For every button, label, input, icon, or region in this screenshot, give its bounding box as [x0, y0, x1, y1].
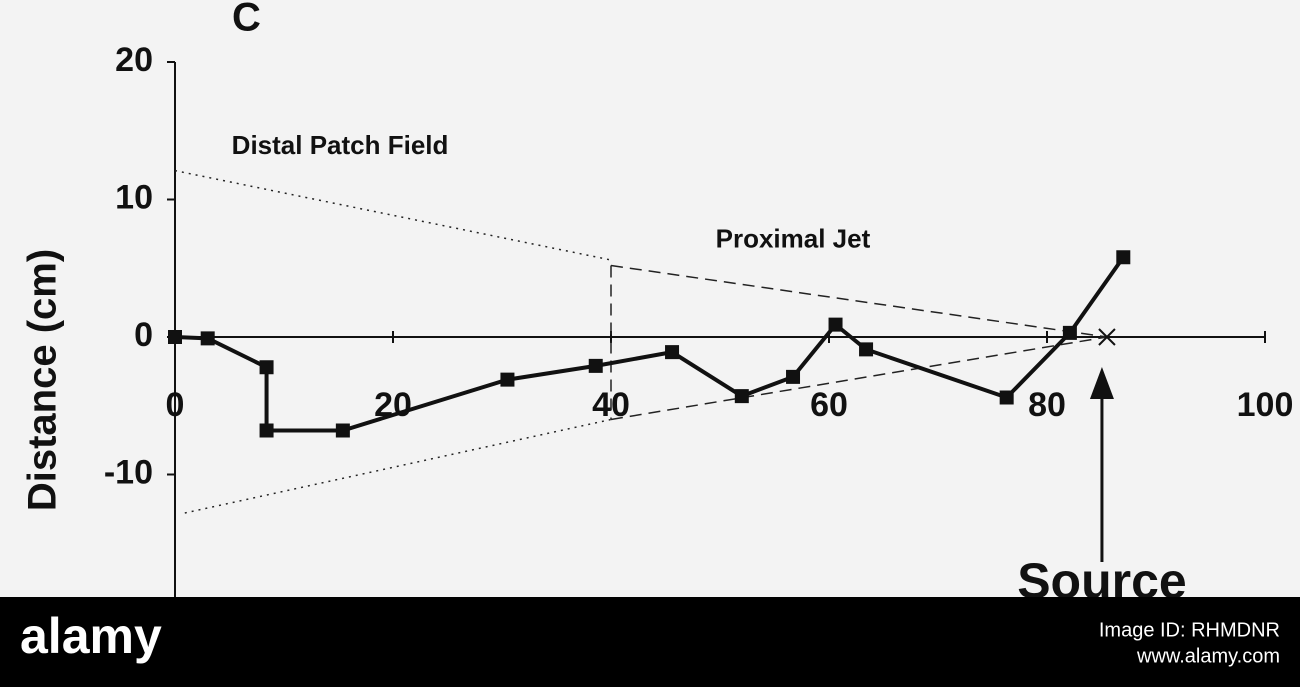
- data-point: [1062, 325, 1077, 340]
- data-point: [588, 358, 603, 373]
- watermark-logo: alamy: [20, 608, 162, 664]
- data-point: [734, 389, 749, 404]
- y-axis-label: Distance (cm): [21, 249, 65, 511]
- data-point: [168, 330, 182, 344]
- source-arrowhead: [1089, 367, 1114, 399]
- data-point: [500, 372, 515, 387]
- data-point: [335, 423, 350, 438]
- chart-title: C: [232, 0, 261, 40]
- data-point: [259, 423, 274, 438]
- y-tick-label: 10: [115, 178, 153, 216]
- data-point: [259, 360, 274, 375]
- source-marker: [1098, 328, 1116, 346]
- guide-line: [184, 418, 612, 514]
- data-point: [999, 390, 1014, 405]
- banner-bg: [0, 597, 1300, 687]
- guide-line: [610, 336, 1108, 421]
- y-tick-label: 20: [115, 41, 153, 79]
- annotation: Proximal Jet: [716, 224, 871, 254]
- watermark-url: www.alamy.com: [1136, 645, 1280, 667]
- guide-line: [610, 264, 1108, 338]
- data-point: [859, 342, 874, 357]
- source-x-stroke: [1098, 328, 1116, 346]
- watermark-id: Image ID: RHMDNR: [1099, 619, 1280, 641]
- data-point: [786, 369, 801, 384]
- data-point: [200, 331, 215, 346]
- data-point: [828, 317, 843, 332]
- x-tick-label: 0: [166, 386, 185, 424]
- y-tick-label: 0: [134, 316, 153, 354]
- x-tick-label: 60: [810, 386, 848, 424]
- data-point: [1116, 250, 1131, 265]
- x-tick-label: 80: [1028, 386, 1066, 424]
- x-tick-label: 100: [1237, 386, 1294, 424]
- data-point: [665, 345, 680, 360]
- annotation: Distal Patch Field: [232, 130, 449, 160]
- watermark-banner: alamy Image ID: RHMDNR www.alamy.com: [0, 597, 1300, 687]
- y-tick-label: -10: [104, 453, 153, 491]
